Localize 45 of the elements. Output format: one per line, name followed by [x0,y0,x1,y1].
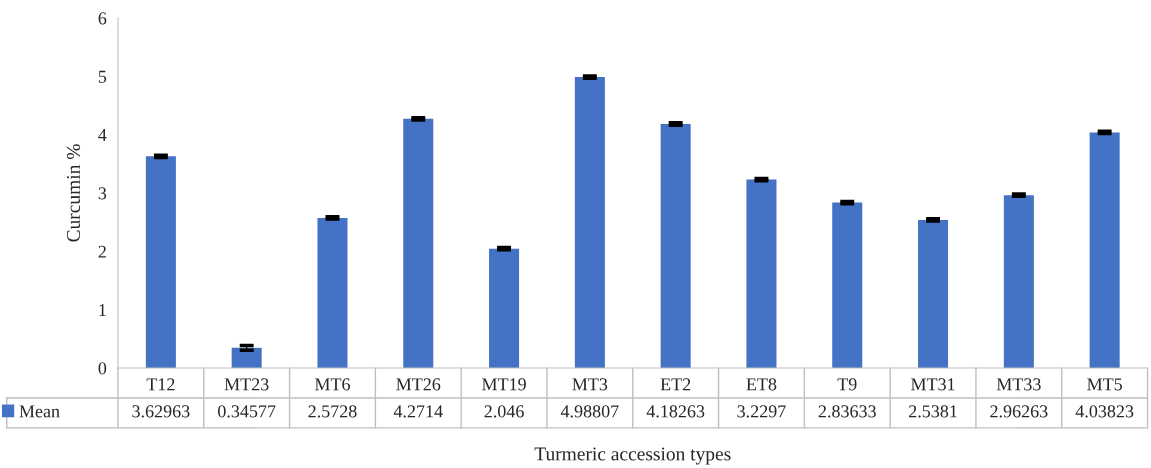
y-tick-label: 3 [98,187,107,200]
legend-label: Mean [19,405,60,418]
x-tick-label: MT19 [482,378,526,391]
x-tick-label: ET2 [660,378,691,391]
data-label: 2.96263 [990,405,1048,418]
data-label: 0.34577 [218,405,276,418]
x-tick-label: MT3 [572,378,608,391]
x-tick-label: MT6 [314,378,350,391]
y-tick-label: 4 [98,129,107,141]
data-label: 4.98807 [560,405,619,418]
data-label: 2.83633 [818,405,876,418]
data-label: 4.03823 [1075,405,1134,418]
x-tick-label: MT23 [224,378,269,391]
x-tick-label: MT5 [1087,378,1122,391]
data-label: 2.046 [484,405,524,418]
bar [660,124,691,368]
data-label: 4.18263 [646,405,705,418]
bar [832,202,863,368]
bar [145,156,176,368]
data-label: 4.2714 [393,405,443,418]
data-label: 2.5728 [308,405,357,418]
y-tick-label: 5 [98,70,107,83]
data-label: 3.62963 [132,405,190,418]
bar [1003,195,1034,368]
y-tick-label: 6 [98,12,107,25]
x-tick-label: ET8 [746,378,777,391]
x-tick-label: T12 [146,378,175,391]
y-axis-title: Curcumin % [66,144,81,242]
data-label: 3.2297 [737,405,786,418]
bar [489,248,520,368]
x-axis-title: Turmeric accession types [534,447,731,465]
bar [1089,132,1120,368]
bar [746,179,777,368]
data-label: 2.5381 [909,405,957,418]
y-tick-label: 0 [98,362,107,375]
y-tick-label: 1 [99,304,106,316]
x-tick-label: MT33 [996,378,1041,391]
bar [317,217,348,368]
y-tick-label: 2 [98,245,106,258]
x-tick-label: T9 [837,378,857,391]
bar [574,77,605,368]
bar [918,219,949,368]
bar [403,118,434,368]
x-tick-label: MT31 [911,378,955,391]
x-tick-label: MT26 [396,378,441,391]
